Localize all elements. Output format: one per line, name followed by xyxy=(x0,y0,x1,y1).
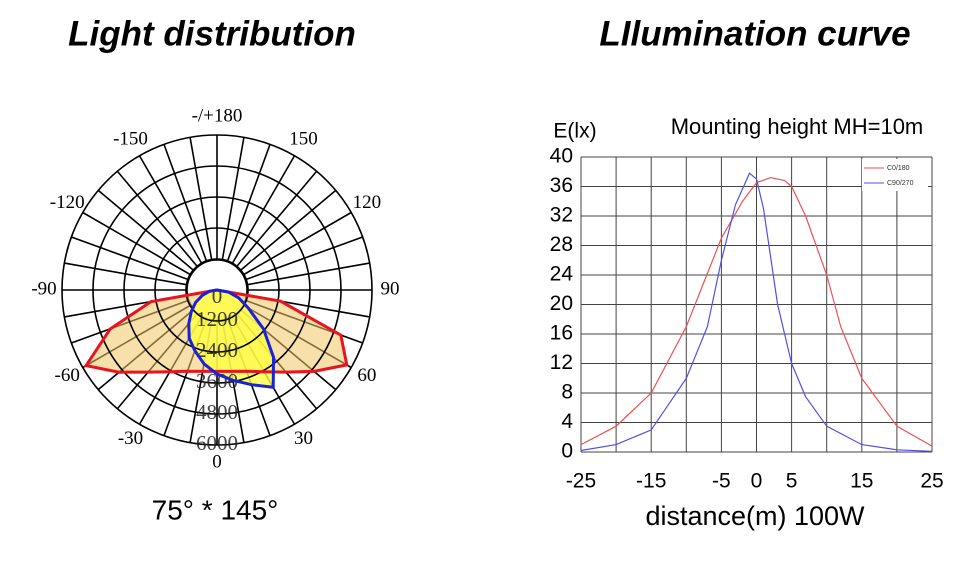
y-tick-label: 28 xyxy=(550,233,573,256)
angle-tick-label: -60 xyxy=(55,365,80,386)
radial-tick-label: 1200 xyxy=(196,307,238,331)
y-tick-label: 16 xyxy=(550,322,573,345)
radial-tick-label: 4800 xyxy=(196,400,238,424)
y-tick-label: 24 xyxy=(550,263,574,286)
y-tick-label: 0 xyxy=(561,440,573,463)
x-tick-label: 25 xyxy=(920,470,943,493)
radial-tick-label: 2400 xyxy=(196,338,238,362)
curve-subtitle: Mounting height MH=10m xyxy=(671,114,924,139)
y-tick-label: 12 xyxy=(550,351,573,374)
ring xyxy=(154,227,280,353)
y-tick-label: 4 xyxy=(561,410,573,433)
angle-tick-label: -150 xyxy=(113,129,148,150)
angle-tick-label: 0 xyxy=(212,451,222,472)
y-tick-label: 40 xyxy=(550,145,573,168)
ring xyxy=(61,134,373,446)
ring xyxy=(123,196,311,384)
illuminance-line xyxy=(580,176,933,447)
x-tick-label: 5 xyxy=(786,470,798,493)
x-tick-label: 15 xyxy=(850,470,873,493)
angle-tick-label: -30 xyxy=(118,428,143,449)
y-tick-label: 20 xyxy=(550,292,573,315)
x-tick-label: -25 xyxy=(566,470,596,493)
polar-title: Light distribution xyxy=(68,14,356,53)
x-tick-label: 0 xyxy=(751,470,763,493)
legend-label: C90/270 xyxy=(887,180,914,187)
intensity-curve xyxy=(187,288,276,389)
angle-tick-label: 90 xyxy=(381,278,400,299)
angle-tick-label: -90 xyxy=(31,278,56,299)
y-tick-label: 8 xyxy=(561,381,573,404)
curve-title: LIlumination curve xyxy=(599,14,910,53)
ring xyxy=(92,165,342,415)
y-axis-label: E(lx) xyxy=(553,120,596,143)
x-tick-label: -15 xyxy=(636,470,666,493)
intensity-curve xyxy=(83,288,349,374)
angle-tick-label: 120 xyxy=(353,192,382,213)
angle-tick-label: 30 xyxy=(294,428,313,449)
x-axis-label: distance(m) 100W xyxy=(645,501,865,531)
radial-tick-label: 6000 xyxy=(196,431,238,455)
angle-tick-label: -/+180 xyxy=(192,105,243,126)
x-tick-label: -5 xyxy=(712,470,731,493)
beam-angle-caption: 75° * 145° xyxy=(152,494,279,525)
illuminance-line xyxy=(580,172,933,452)
legend-label: C0/180 xyxy=(887,165,910,172)
angle-tick-label: 60 xyxy=(357,365,376,386)
legend-box xyxy=(862,159,928,191)
y-tick-label: 36 xyxy=(550,174,573,197)
y-tick-label: 32 xyxy=(550,204,573,227)
radial-tick-label: 0 xyxy=(212,284,223,308)
angle-tick-label: -120 xyxy=(50,192,85,213)
ring xyxy=(185,258,249,322)
angle-tick-label: 150 xyxy=(289,129,318,150)
